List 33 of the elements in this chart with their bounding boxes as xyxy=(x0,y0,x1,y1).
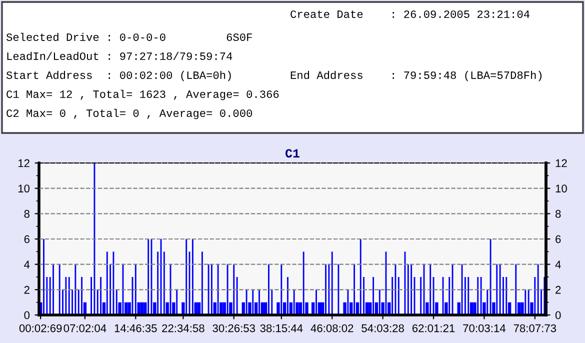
text: End Address : 79:59:48 (LBA=57D8Fh) xyxy=(290,70,542,82)
text: Create Date : 26.09.2005 23:21:04 xyxy=(290,10,530,18)
chart-title: C1 xyxy=(285,149,300,158)
y-tick-label: 10 xyxy=(18,184,30,192)
x-tick-label: 70:03:14 xyxy=(463,324,506,332)
text: C2 Max= 0 , Total= 0 , Average= 0.000 xyxy=(6,108,252,120)
y-tick-label: 12 xyxy=(18,159,30,168)
y2-tick-label: 0 xyxy=(555,311,561,320)
x-tick-label: 22:34:58 xyxy=(162,324,204,332)
y-tick-label: 6 xyxy=(24,235,30,244)
y2-tick-label: 8 xyxy=(556,210,561,218)
x-tick-label: 30:26:53 xyxy=(212,324,256,332)
y2-tick-label: 12 xyxy=(556,159,567,168)
x-tick-label: 78:07:73 xyxy=(514,324,556,332)
x-tick-label: 54:03:28 xyxy=(362,324,404,332)
y2-tick-label: 10 xyxy=(556,184,567,192)
x-tick-label: 38:15:44 xyxy=(260,324,303,332)
x-tick-label: 07:02:04 xyxy=(64,324,106,332)
x-tick-label: 14:46:35 xyxy=(114,324,157,332)
text: Start Address : 00:02:00 (LBA=0h) xyxy=(6,70,231,82)
y2-tick-label: 6 xyxy=(556,235,561,244)
text: LeadIn/LeadOut : 97:27:18/79:59:74 xyxy=(7,52,232,60)
y-tick-label: 2 xyxy=(24,286,30,294)
x-tick-label: 46:08:02 xyxy=(310,324,354,332)
y2-tick-label: 4 xyxy=(555,260,561,268)
y-tick-label: 0 xyxy=(24,311,30,320)
y-tick-label: 8 xyxy=(24,210,30,218)
x-tick-label: 00:02:69 xyxy=(19,324,62,332)
text: Selected Drive : 0-0-0-0 6S0F xyxy=(6,32,252,42)
y-tick-label: 4 xyxy=(24,260,30,268)
x-tick-label: 62:01:21 xyxy=(412,324,455,332)
y2-tick-label: 2 xyxy=(556,286,561,294)
text: C1 Max= 12 , Total= 1623 , Average= 0.366 xyxy=(6,90,279,100)
